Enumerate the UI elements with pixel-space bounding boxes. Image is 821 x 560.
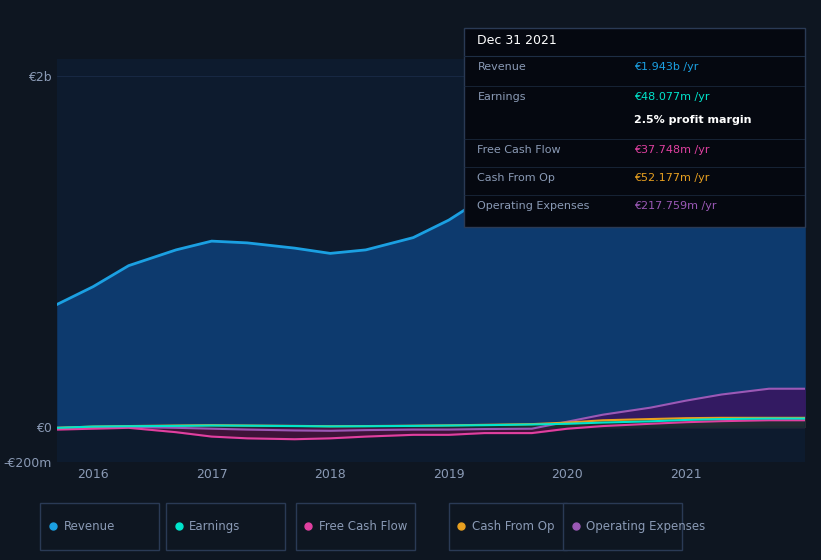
Text: €48.077m /yr: €48.077m /yr <box>635 92 709 101</box>
Text: Cash From Op: Cash From Op <box>472 520 554 533</box>
FancyBboxPatch shape <box>449 503 567 550</box>
Text: Earnings: Earnings <box>478 92 526 101</box>
FancyBboxPatch shape <box>464 28 805 227</box>
Text: Free Cash Flow: Free Cash Flow <box>319 520 407 533</box>
Text: Earnings: Earnings <box>190 520 241 533</box>
FancyBboxPatch shape <box>563 503 682 550</box>
Text: 2.5% profit margin: 2.5% profit margin <box>635 115 752 125</box>
FancyBboxPatch shape <box>167 503 285 550</box>
Text: €52.177m /yr: €52.177m /yr <box>635 173 709 183</box>
Text: Operating Expenses: Operating Expenses <box>478 201 589 211</box>
FancyBboxPatch shape <box>296 503 415 550</box>
Text: Dec 31 2021: Dec 31 2021 <box>478 34 557 47</box>
Text: Operating Expenses: Operating Expenses <box>586 520 705 533</box>
FancyBboxPatch shape <box>40 503 158 550</box>
Text: Revenue: Revenue <box>478 62 526 72</box>
Text: €217.759m /yr: €217.759m /yr <box>635 201 717 211</box>
Text: €37.748m /yr: €37.748m /yr <box>635 145 709 155</box>
Text: Cash From Op: Cash From Op <box>478 173 555 183</box>
Text: €1.943b /yr: €1.943b /yr <box>635 62 699 72</box>
Text: Free Cash Flow: Free Cash Flow <box>478 145 561 155</box>
Text: Revenue: Revenue <box>63 520 115 533</box>
